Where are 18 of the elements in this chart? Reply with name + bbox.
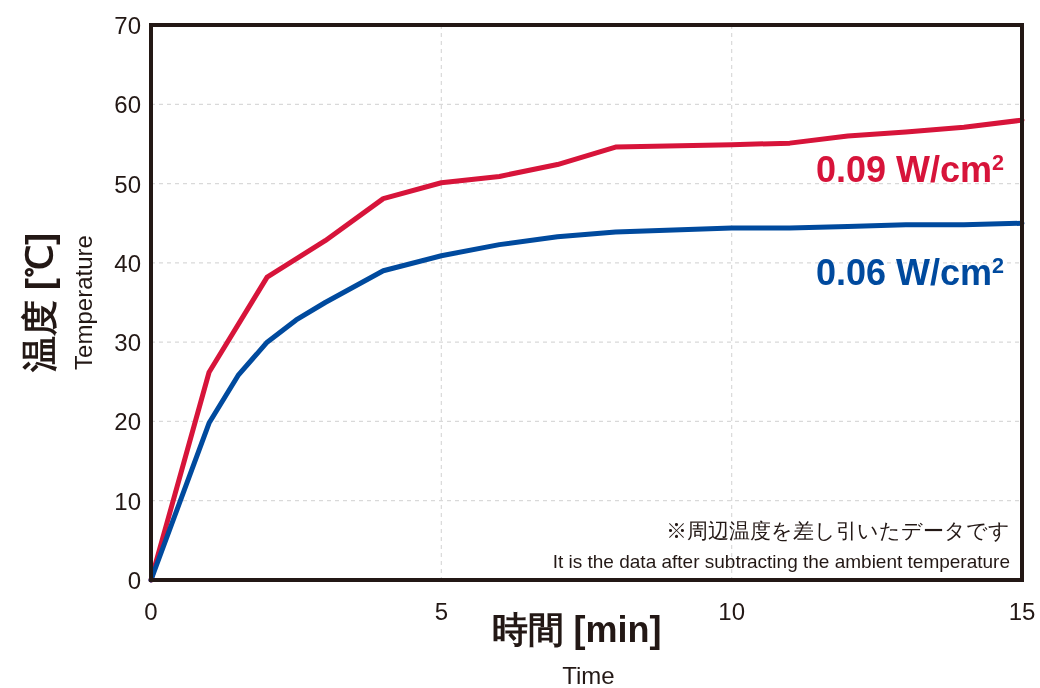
y-tick-label: 70 [114, 12, 141, 39]
y-tick-label: 20 [114, 408, 141, 436]
y-tick-label: 10 [114, 487, 141, 515]
series-label: 0.09 W/cm$^{2}$ [815, 149, 1004, 191]
x-tick-label: 0 [144, 598, 158, 625]
y-tick-label: 40 [114, 249, 141, 277]
series-label: 0.06 W/cm$^{2}$ [815, 252, 1004, 294]
annotation: It is the data after subtracting the ambient temperature [552, 551, 1010, 572]
annotation: ※周辺温度を差し引いたデータです [666, 519, 1010, 542]
x-axis-title: 時間 [min] Time [491, 609, 662, 688]
x-tick-label: 10 [718, 598, 746, 625]
x-tick-label: 15 [1008, 598, 1036, 625]
y-tick-label: 60 [114, 91, 141, 119]
y-tick-label: 50 [114, 170, 141, 198]
y-tick-label: 30 [114, 329, 141, 357]
y-tick-label: 0 [127, 567, 141, 594]
y-axis-title: 温度 [℃] Temperature [19, 233, 97, 373]
x-tick-label: 5 [434, 598, 449, 625]
